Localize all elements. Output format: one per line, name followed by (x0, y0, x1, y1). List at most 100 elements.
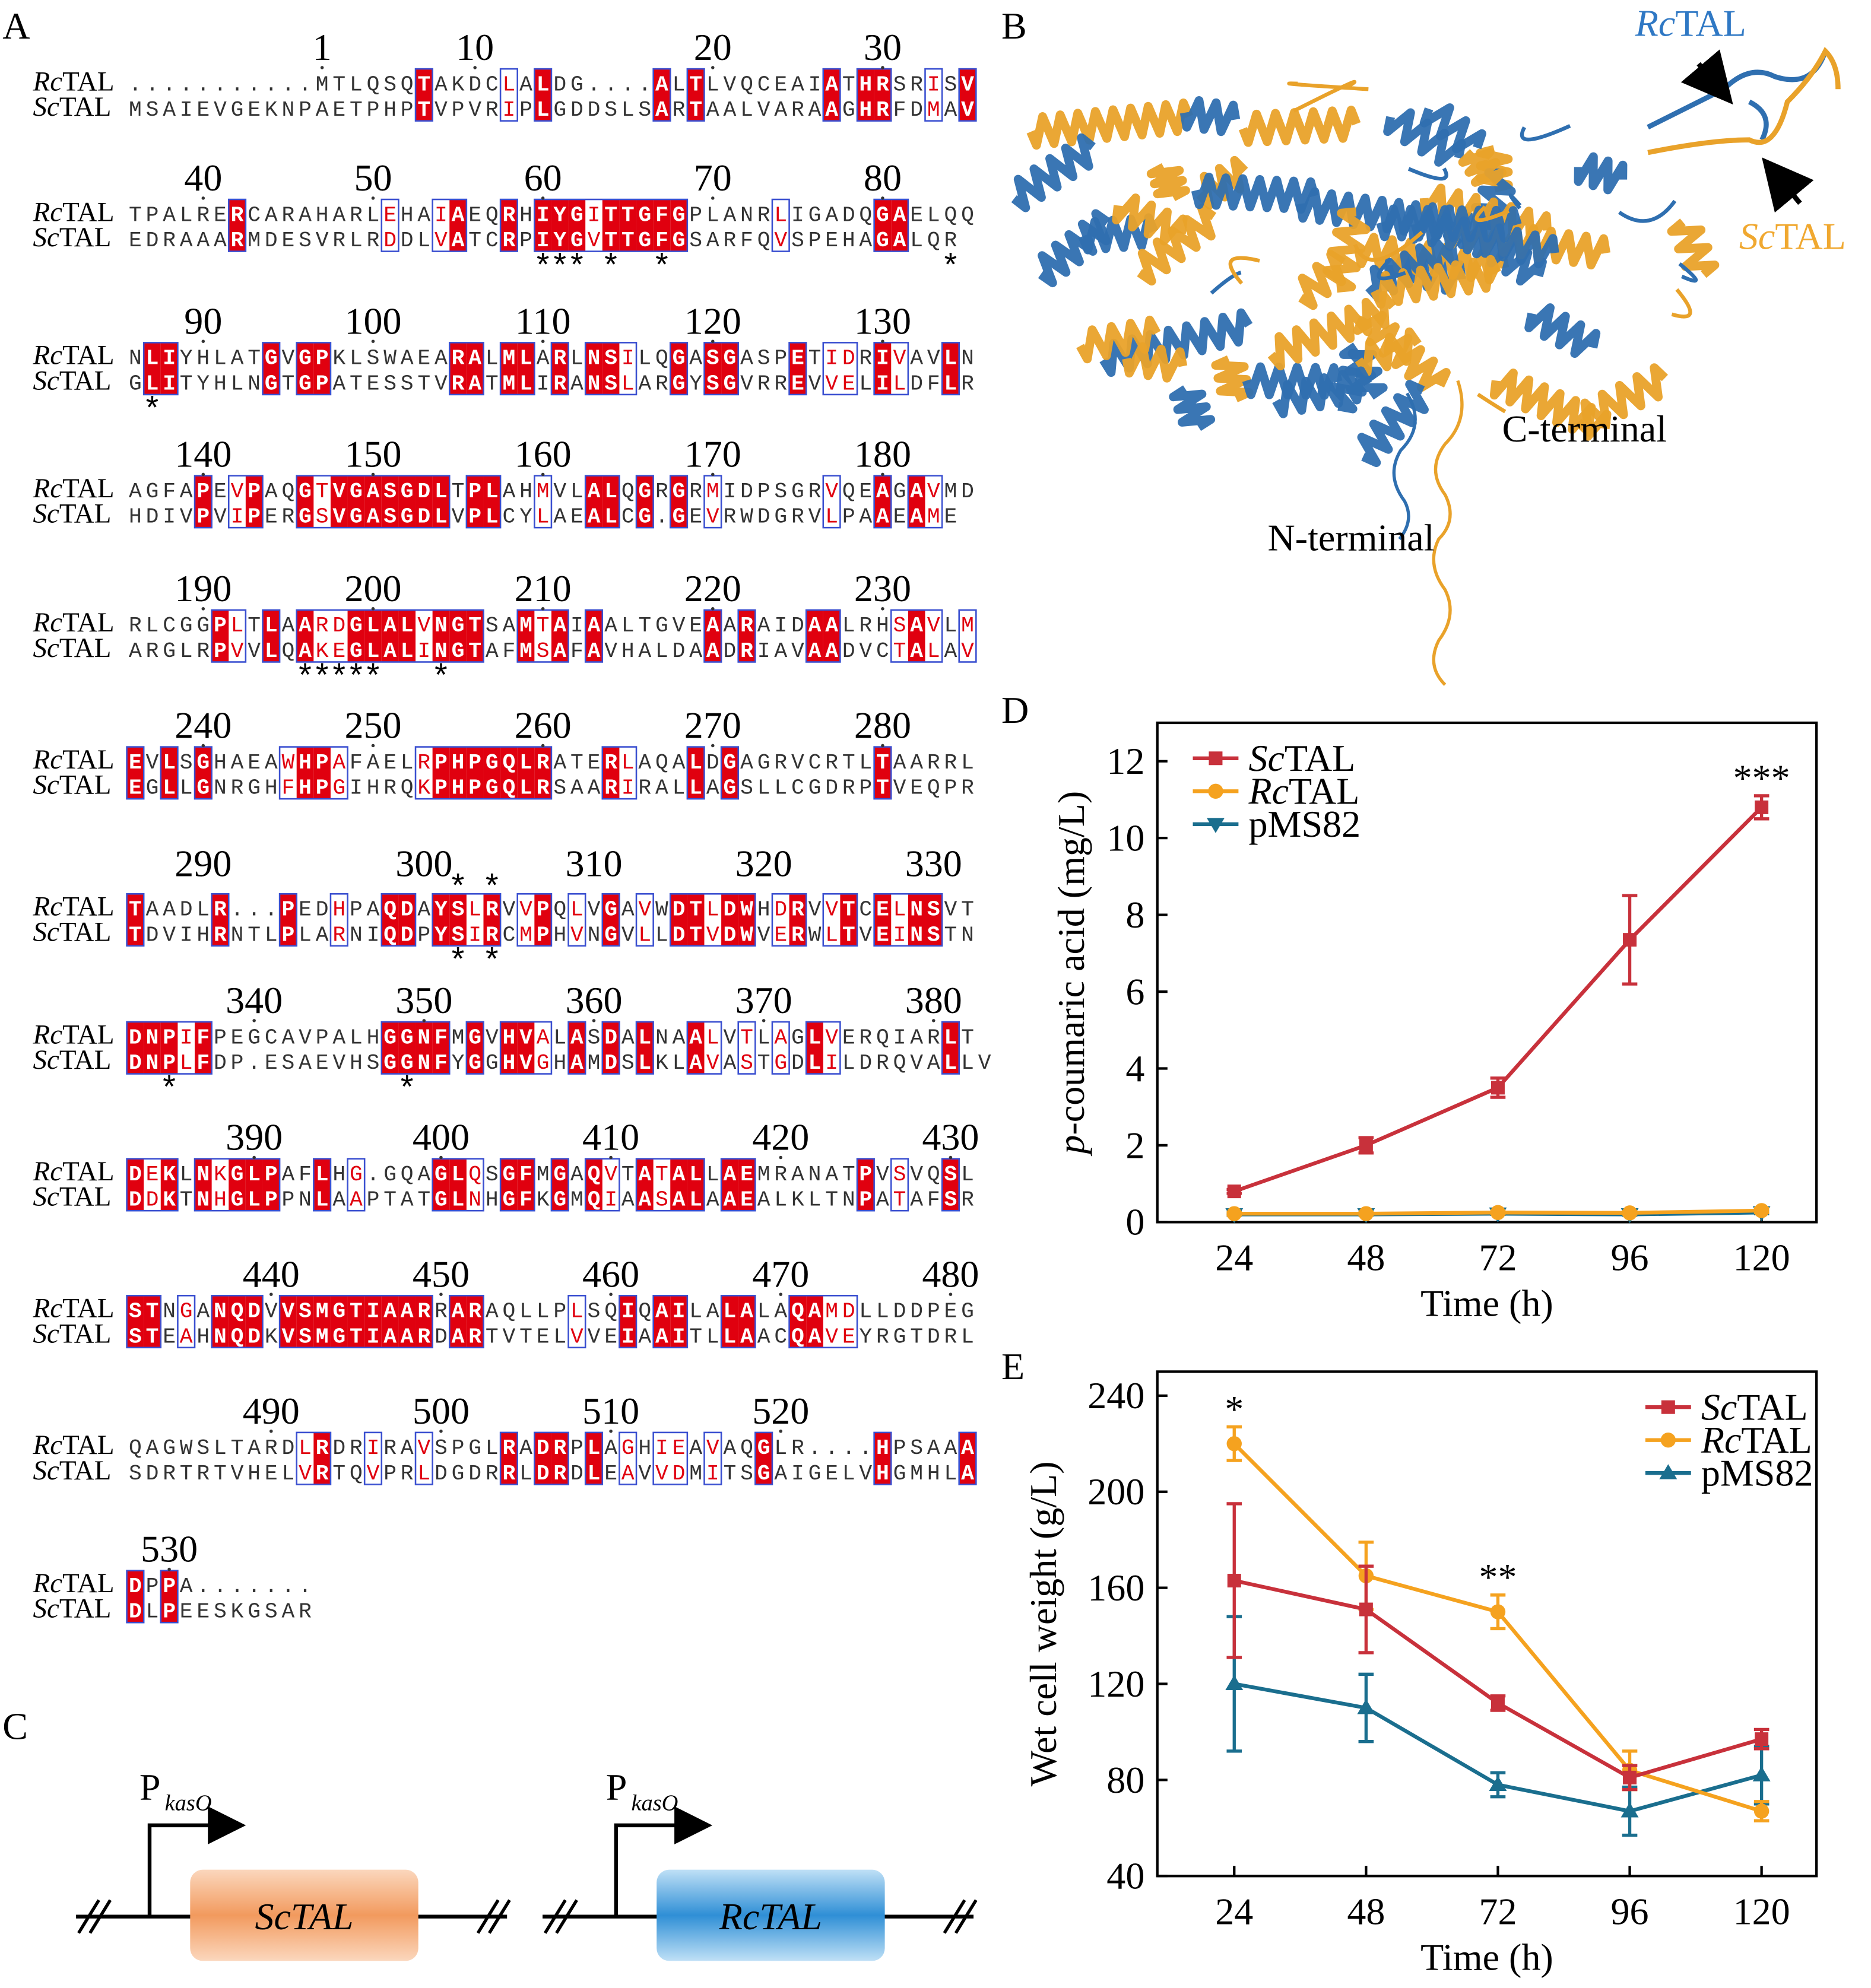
identity-box (823, 69, 841, 121)
position-dot (371, 472, 375, 477)
marker (1755, 800, 1769, 814)
similarity-box (262, 342, 281, 396)
marker (1752, 1766, 1771, 1781)
sequence-name: ScTAL (33, 916, 112, 947)
identity-box (874, 1432, 892, 1485)
similarity-box (703, 1431, 722, 1485)
arrow (1680, 49, 1733, 105)
helix (1146, 163, 1190, 201)
promoter-arrow (614, 1806, 713, 1917)
identity-box (551, 1158, 569, 1211)
loop (1287, 81, 1369, 91)
position-number: 220 (684, 567, 741, 609)
similarity-box (720, 1294, 756, 1349)
sequence-name: RcTAL (33, 1293, 115, 1324)
similarity-box (211, 1294, 264, 1349)
sequence-name: RcTAL (33, 1019, 115, 1050)
identity-box (500, 747, 518, 799)
identity-box (670, 342, 687, 395)
position-dot (881, 607, 884, 611)
similarity-box (601, 1021, 620, 1075)
identity-box (296, 747, 314, 799)
identity-box (296, 1295, 314, 1348)
identity-box (891, 199, 908, 252)
y-tick-label: 2 (1125, 1124, 1144, 1166)
identity-box (262, 342, 280, 395)
identity-box (416, 69, 433, 121)
position-number: 390 (226, 1116, 283, 1158)
loop (1407, 167, 1448, 181)
loop (1647, 50, 1828, 141)
position-number: 120 (684, 300, 741, 342)
position-dot (269, 1292, 273, 1296)
identity-box (160, 1158, 178, 1211)
position-number: 100 (344, 300, 401, 342)
x-tick-label: 120 (1733, 1890, 1790, 1932)
helix (1574, 152, 1628, 195)
position-dot (711, 66, 715, 69)
identity-box (195, 475, 212, 528)
helix (1112, 193, 1188, 246)
position-number: 130 (854, 300, 911, 342)
identity-box (874, 747, 892, 799)
marker (1227, 1184, 1241, 1199)
sequence-name: ScTAL (33, 365, 112, 396)
position-number: 10 (456, 26, 494, 68)
x-axis-label: Time (h) (1420, 1936, 1553, 1978)
marker (1622, 1205, 1638, 1221)
similarity-box (550, 1158, 569, 1212)
position-number: 40 (184, 157, 222, 199)
position-dot (711, 196, 715, 200)
identity-box (602, 747, 620, 799)
x-tick-label: 72 (1479, 1890, 1517, 1932)
identity-box (144, 342, 161, 395)
identity-box (789, 894, 807, 946)
marker (1753, 1803, 1769, 1819)
identity-box (160, 342, 178, 395)
dna-break (88, 1899, 112, 1934)
helix (1419, 103, 1486, 154)
position-number: 340 (226, 979, 283, 1021)
similarity-box (805, 1021, 841, 1075)
y-tick-label: 0 (1125, 1201, 1144, 1243)
significance-label: * (1225, 1388, 1244, 1430)
plot-frame (1156, 721, 1818, 1224)
position-dot (201, 339, 205, 343)
position-dot (320, 66, 324, 69)
loop (1228, 256, 1260, 285)
x-tick-label: 48 (1347, 1237, 1385, 1279)
x-tick-label: 96 (1611, 1237, 1649, 1279)
y-axis-label: p-coumaric acid (mg/L) (1050, 791, 1092, 1157)
y-axis-label: Wet cell weight (g/L) (1022, 1461, 1064, 1786)
position-dot (167, 1567, 171, 1571)
similarity-box (278, 1294, 433, 1349)
similarity-box (958, 68, 977, 122)
marker (1206, 818, 1225, 833)
similarity-box (619, 1431, 638, 1485)
conserved-star: * * (125, 871, 502, 908)
identity-box (738, 1295, 756, 1348)
identity-box (874, 894, 892, 946)
legend-label: pMS82 (1701, 1452, 1813, 1494)
helix (1370, 255, 1501, 309)
y-tick-label: 6 (1125, 970, 1144, 1012)
identity-box (585, 1158, 602, 1211)
identity-box (789, 1295, 807, 1348)
similarity-box (278, 746, 348, 800)
identity-box (296, 475, 314, 528)
marker (1359, 1602, 1373, 1617)
similarity-box (635, 1021, 654, 1075)
position-number: 360 (565, 979, 622, 1021)
panel-label: B (1001, 5, 1027, 47)
identity-box (942, 342, 959, 395)
identity-box (160, 747, 178, 799)
y-tick-label: 240 (1087, 1374, 1144, 1417)
sequence-name: ScTAL (33, 1044, 112, 1075)
position-number: 30 (864, 26, 902, 68)
identity-box (908, 609, 925, 662)
